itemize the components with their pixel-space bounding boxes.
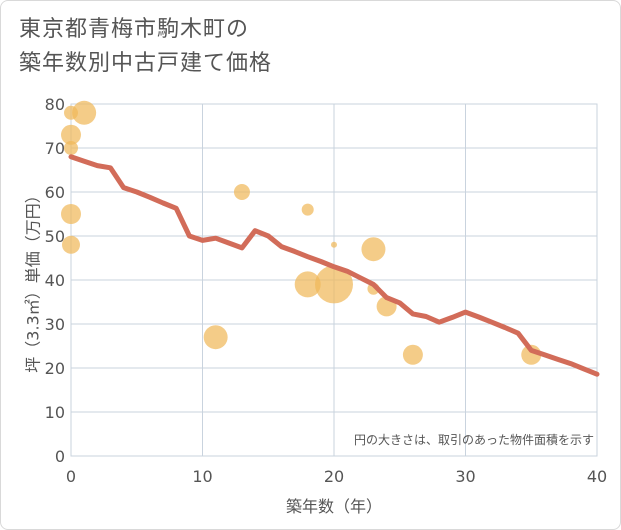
data-bubble [61, 124, 81, 145]
y-tick-label: 80 [45, 95, 65, 114]
y-tick-label: 20 [45, 359, 65, 378]
data-bubble [361, 237, 386, 262]
x-tick-label: 40 [587, 467, 607, 486]
y-tick-label: 60 [45, 183, 65, 202]
data-bubble [301, 203, 314, 216]
trend-line [68, 154, 600, 377]
y-tick-label: 10 [45, 403, 65, 422]
tick-labels: 0 10 20 30 40 0 10 20 30 40 50 60 70 80 [45, 95, 608, 486]
y-axis-label: 坪（3.3㎡）単価（万円） [24, 187, 43, 372]
bubbles-layer [61, 100, 542, 365]
x-tick-label: 30 [455, 467, 475, 486]
y-tick-label: 70 [45, 139, 65, 158]
data-bubble [294, 271, 321, 298]
data-bubble [233, 184, 250, 200]
x-tick-label: 10 [192, 467, 212, 486]
data-bubble [62, 235, 80, 254]
y-tick-label: 50 [45, 227, 65, 246]
data-bubble [315, 265, 353, 304]
data-bubble [64, 141, 78, 155]
data-bubble [203, 325, 228, 350]
data-bubble [402, 344, 423, 365]
data-bubble [72, 100, 97, 125]
x-tick-label: 0 [66, 467, 76, 486]
y-tick-label: 0 [55, 447, 65, 466]
bubble-size-note: 円の大きさは、取引のあった物件面積を示す [354, 432, 594, 447]
grid-lines [70, 103, 598, 457]
y-tick-label: 30 [45, 315, 65, 334]
title-line-1: 東京都青梅市駒木町の [19, 17, 250, 42]
title-line-2: 築年数別中古戸建て価格 [19, 51, 273, 76]
y-tick-label: 40 [45, 271, 65, 290]
data-bubble [61, 204, 81, 224]
data-bubble [331, 241, 337, 248]
x-axis-label: 築年数（年） [286, 497, 382, 516]
chart-title: 東京都青梅市駒木町の 築年数別中古戸建て価格 [19, 13, 272, 81]
x-tick-label: 20 [324, 467, 344, 486]
